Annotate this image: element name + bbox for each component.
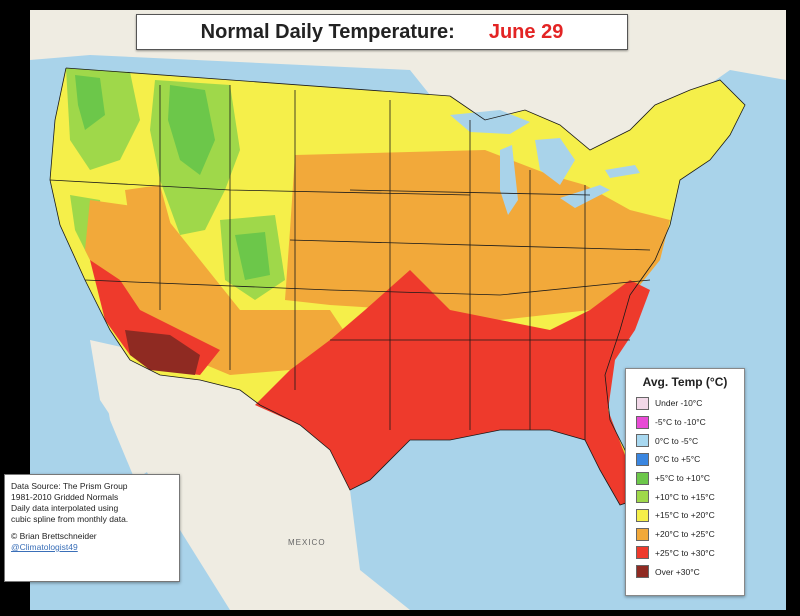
map-title: Normal Daily Temperature: June 29 — [136, 14, 628, 50]
source-line: Daily data interpolated using — [11, 503, 119, 513]
map-graphic — [30, 10, 786, 610]
baja-land — [100, 360, 150, 480]
legend-label: Under -10°C — [655, 398, 703, 409]
legend-item: 0°C to +5°C — [626, 450, 744, 469]
desert-hot — [125, 330, 200, 375]
legend-swatch — [636, 434, 649, 448]
source-line: cubic spline from monthly data. — [11, 514, 129, 524]
legend-swatch — [636, 508, 649, 522]
source-line: Data Source: The Prism Group — [11, 481, 128, 491]
legend-item: Under -10°C — [626, 394, 744, 413]
author-handle-link[interactable]: @Climatologist49 — [11, 542, 78, 552]
lake-huron — [535, 138, 575, 185]
legend-item: Over +30°C — [626, 562, 744, 581]
temperature-map: MEXICO — [30, 10, 786, 610]
title-text: Normal Daily Temperature: — [200, 20, 455, 43]
legend-label: +15°C to +20°C — [655, 510, 715, 521]
legend: Avg. Temp (°C) Under -10°C -5°C to -10°C 0… — [625, 368, 745, 596]
legend-swatch — [636, 527, 649, 541]
author-credit: © Brian Brettschneider — [11, 531, 97, 541]
colorado-dark — [235, 232, 270, 280]
source-line: 1981-2010 Gridded Normals — [11, 492, 119, 502]
legend-swatch — [636, 415, 649, 429]
legend-label: +25°C to +30°C — [655, 547, 715, 558]
state-borders — [49, 67, 746, 506]
legend-swatch — [636, 396, 649, 410]
data-source-box: Data Source: The Prism Group 1981-2010 G… — [4, 474, 180, 582]
south-red — [255, 270, 650, 505]
legend-title: Avg. Temp (°C) — [642, 375, 728, 389]
legend-label: 0°C to -5°C — [655, 435, 699, 446]
legend-swatch — [636, 490, 649, 504]
legend-label: Over +30°C — [655, 566, 700, 577]
legend-swatch — [636, 471, 649, 485]
title-date: June 29 — [488, 20, 564, 43]
legend-item: +15°C to +20°C — [626, 506, 744, 525]
legend-label: +10°C to +15°C — [655, 491, 715, 502]
legend-label: 0°C to +5°C — [655, 454, 701, 465]
legend-item: 0°C to -5°C — [626, 431, 744, 450]
legend-item: -5°C to -10°C — [626, 413, 744, 432]
legend-item: +20°C to +25°C — [626, 525, 744, 544]
legend-item: +25°C to +30°C — [626, 544, 744, 563]
legend-swatch — [636, 565, 649, 579]
central-orange — [285, 150, 670, 320]
rockies-dark — [168, 85, 215, 175]
desert-red — [90, 260, 220, 375]
legend-label: +20°C to +25°C — [655, 529, 715, 540]
pacific-nw-dark — [75, 75, 105, 130]
legend-label: +5°C to +10°C — [655, 473, 710, 484]
lake-ontario — [605, 165, 640, 178]
legend-rows: Under -10°C -5°C to -10°C 0°C to -5°C 0°C t… — [626, 394, 744, 581]
mexico-label: MEXICO — [288, 538, 326, 547]
west-orange — [125, 185, 175, 245]
legend-swatch — [636, 452, 649, 466]
legend-item: +5°C to +10°C — [626, 469, 744, 488]
legend-swatch — [636, 546, 649, 560]
lake-michigan — [500, 145, 518, 215]
legend-label: -5°C to -10°C — [655, 417, 706, 428]
mexico-land — [90, 340, 410, 610]
legend-item: +10°C to +15°C — [626, 487, 744, 506]
